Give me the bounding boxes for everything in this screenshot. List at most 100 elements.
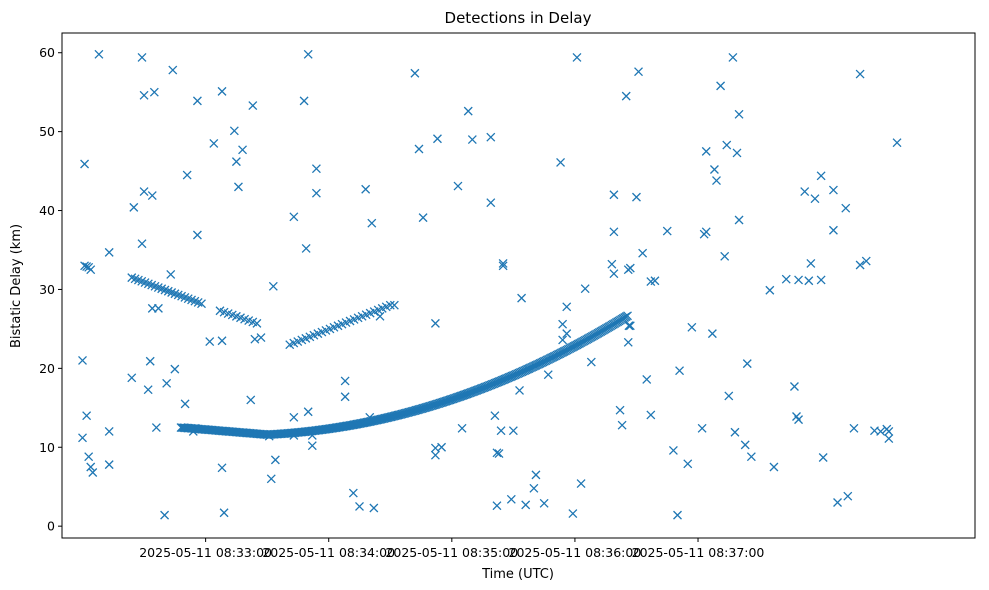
x-tick-label: 2025-05-11 08:37:00 (632, 545, 765, 560)
y-tick-label: 10 (39, 440, 55, 455)
detection-marker (609, 190, 619, 200)
detection-marker (192, 96, 202, 106)
detection-marker (580, 284, 590, 294)
detection-marker (129, 202, 139, 212)
detection-marker (303, 49, 313, 59)
detection-marker (486, 198, 496, 208)
detection-marker (367, 218, 377, 228)
detection-marker (562, 302, 572, 312)
detection-marker (668, 445, 678, 455)
detection-marker (521, 500, 531, 510)
detection-marker (609, 269, 619, 279)
detection-marker (238, 145, 248, 155)
detection-marker (432, 134, 442, 144)
detection-marker (389, 300, 399, 310)
detection-marker (638, 248, 648, 258)
detection-marker (828, 225, 838, 235)
detection-marker (289, 412, 299, 422)
y-tick-label: 50 (39, 124, 55, 139)
detection-marker (369, 503, 379, 513)
y-tick-label: 30 (39, 282, 55, 297)
detection-marker (701, 227, 711, 237)
detection-marker (843, 491, 853, 501)
detection-marker (94, 49, 104, 59)
detection-marker (494, 449, 504, 459)
detection-marker (816, 171, 826, 181)
detection-marker (742, 359, 752, 369)
detection-marker (139, 90, 149, 100)
detection-marker (205, 337, 215, 346)
detection-marker (529, 483, 539, 493)
detection-marker (617, 420, 627, 430)
detection-marker (355, 501, 364, 511)
detection-marker (701, 146, 711, 156)
y-tick-label: 20 (39, 361, 55, 376)
detection-marker (508, 426, 518, 436)
detection-marker (722, 140, 732, 150)
detection-marker (170, 364, 180, 374)
detection-marker (517, 293, 527, 303)
detection-marker (789, 382, 799, 391)
detection-marker (137, 239, 147, 249)
detection-marker (683, 459, 693, 469)
detection-marker (734, 215, 744, 225)
detection-marker (607, 259, 617, 269)
detection-marker (197, 299, 206, 309)
detection-marker (804, 276, 814, 286)
chart-title: Detections in Delay (445, 9, 592, 27)
detection-marker (609, 227, 619, 237)
detection-marker (576, 479, 586, 489)
detection-marker (88, 468, 98, 477)
detection-marker (166, 269, 176, 279)
detection-marker (515, 385, 524, 395)
detection-marker (340, 376, 350, 386)
detection-marker (229, 126, 239, 136)
detection-marker (646, 410, 656, 420)
detection-marker (299, 96, 309, 106)
plot-area (61, 32, 976, 539)
detection-marker (624, 321, 634, 331)
detection-marker (734, 109, 744, 119)
detection-marker (568, 509, 578, 518)
detection-marker (855, 69, 865, 79)
detection-marker (492, 501, 502, 511)
detection-marker (104, 427, 114, 436)
detection-marker (716, 81, 726, 91)
detection-marker (151, 423, 161, 432)
y-axis-label: Bistatic Delay (km) (9, 224, 24, 348)
detection-marker (385, 300, 395, 310)
detection-marker (642, 374, 652, 384)
detection-marker (490, 411, 500, 421)
detection-marker (266, 474, 276, 484)
detection-marker (794, 275, 804, 285)
detection-marker (632, 192, 641, 202)
detection-marker (841, 203, 851, 213)
detection-marker (80, 159, 90, 169)
detection-marker (732, 148, 742, 158)
detection-marker (147, 191, 157, 201)
detection-marker (707, 329, 717, 339)
detection-marker (833, 498, 842, 507)
detection-marker (810, 194, 820, 204)
detection-marker (892, 138, 902, 148)
detection-marker (86, 462, 96, 472)
x-tick-label: 2025-05-11 08:36:00 (509, 545, 642, 560)
detection-marker (361, 184, 371, 194)
detection-marker (625, 263, 635, 273)
y-tick-label: 40 (39, 203, 55, 218)
detection-marker (855, 260, 865, 270)
detection-marker (876, 427, 886, 436)
detection-marker (104, 247, 114, 257)
detection-marker (724, 391, 734, 401)
detection-marker (219, 508, 229, 518)
detection-marker (687, 322, 697, 332)
detection-marker (145, 356, 155, 366)
detection-marker (209, 139, 219, 148)
detection-marker (586, 357, 596, 367)
detection-marker (78, 433, 87, 443)
detection-marker (496, 426, 506, 436)
detection-marker (621, 91, 631, 101)
detection-marker (153, 303, 163, 313)
detection-marker (806, 258, 816, 268)
